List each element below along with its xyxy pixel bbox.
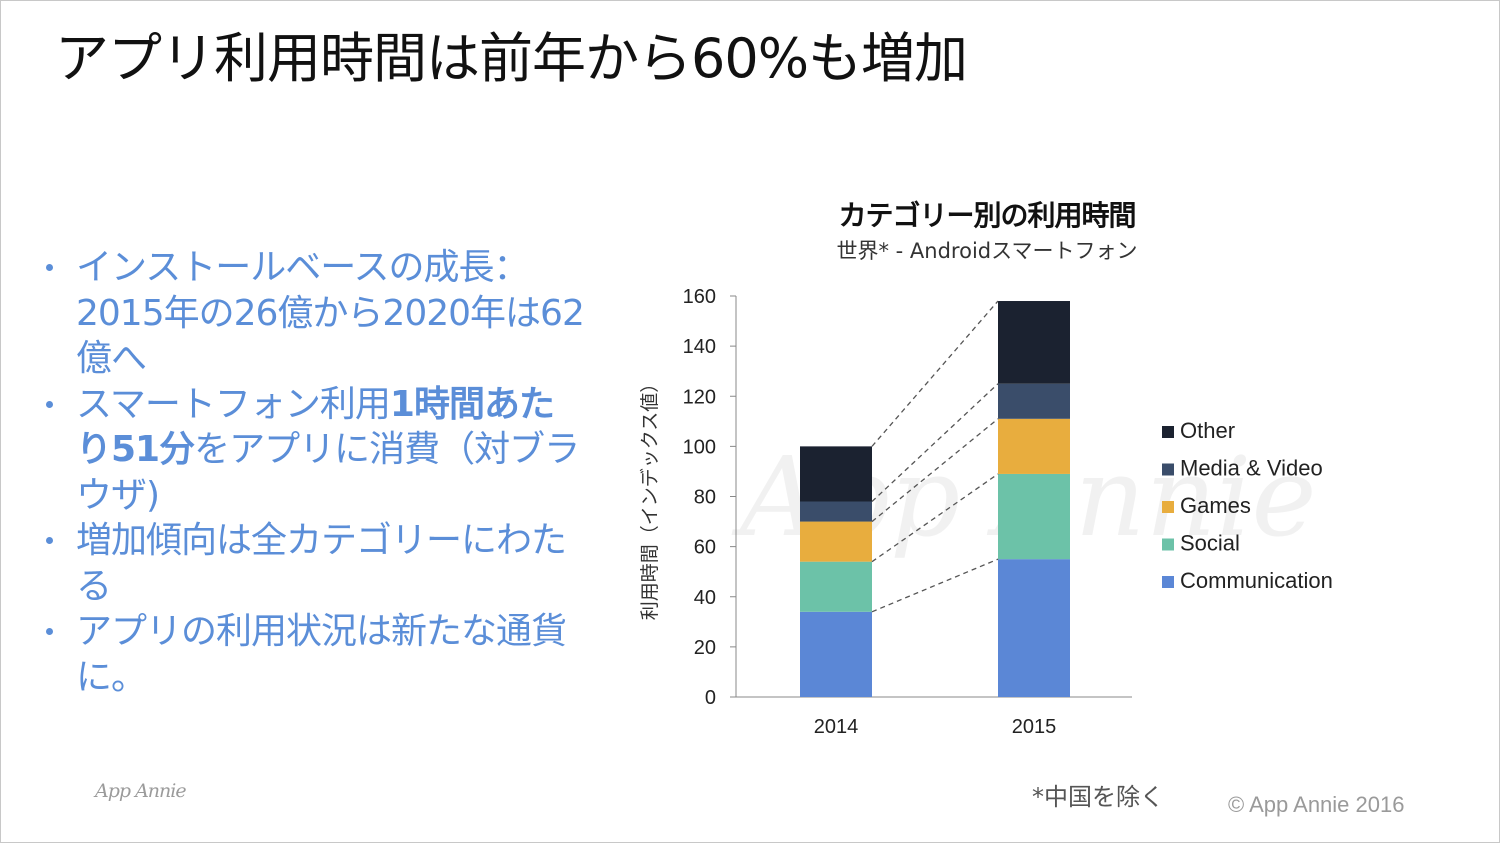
bar-segment <box>800 501 872 522</box>
bar-segment <box>800 521 872 562</box>
bar-segment <box>998 418 1070 474</box>
y-tick-label: 120 <box>683 386 716 408</box>
plot-area: 0 20 40 60 80 100 120 140 160 2014 2015 Other Media … <box>683 286 1333 738</box>
stacked-bar-chart: App Annie カテゴリー別の利用時間 世界* - Androidスマートフ… <box>639 199 1333 738</box>
legend-label: Communication <box>1180 568 1333 593</box>
bullet-text-bold: 1時間あたり51分 <box>76 383 555 471</box>
legend-swatch <box>1162 426 1174 438</box>
bar-segment <box>800 611 872 697</box>
bar-segment <box>800 561 872 612</box>
bar-segment <box>998 559 1070 697</box>
bullet-text: アプリの利用状況は新たな通貨に。 <box>76 611 567 698</box>
bullet-item: 増加傾向は全カテゴリーにわたる <box>46 518 586 609</box>
slide-title: アプリ利用時間は前年から60%も増加 <box>55 27 968 90</box>
bullet-text: 増加傾向は全カテゴリーにわたる <box>76 520 567 607</box>
bullet-dot <box>46 264 53 271</box>
bullet-item: アプリの利用状況は新たな通貨に。 <box>46 609 586 700</box>
copyright: © App Annie 2016 <box>1228 792 1405 817</box>
bullet-dot <box>46 400 53 408</box>
connector-line <box>871 300 999 447</box>
legend-swatch <box>1162 538 1174 551</box>
bullet-text-post: をアプリに消費（対ブラウザ) <box>76 429 580 516</box>
bullet-text-pre: スマートフォン利用 <box>76 383 391 425</box>
y-tick-label: 60 <box>694 537 716 559</box>
connector-line <box>871 418 999 523</box>
bullet-item: インストールベースの成長：2015年の26億から2020年は62億へ <box>46 245 586 382</box>
y-tick-label: 0 <box>705 687 716 709</box>
y-tick-label: 80 <box>694 487 716 509</box>
y-tick-label: 140 <box>683 336 716 358</box>
y-tick-label: 100 <box>683 436 716 458</box>
bullet-list: インストールベースの成長：2015年の26億から2020年は62億へ スマートフ… <box>46 245 586 700</box>
bullet-dot <box>46 537 53 544</box>
legend-swatch <box>1162 576 1174 588</box>
bullet-dot <box>46 628 53 635</box>
y-tick-label: 20 <box>694 637 716 659</box>
connector-line <box>871 558 999 613</box>
bullet-item: スマートフォン利用1時間あたり51分をアプリに消費（対ブラウザ) <box>46 382 586 519</box>
legend-label: Other <box>1180 418 1235 443</box>
connector-line <box>871 383 999 502</box>
connector-line <box>871 473 999 563</box>
app-annie-logo: App Annie <box>95 780 187 802</box>
bullet-text: インストールベースの成長：2015年の26億から2020年は62億へ <box>76 247 585 379</box>
legend-label: Games <box>1180 493 1251 518</box>
bar-segment <box>998 473 1070 560</box>
legend-swatch <box>1162 463 1174 476</box>
chart-title: カテゴリー別の利用時間 <box>838 199 1135 232</box>
chart-subtitle: 世界* - Androidスマートフォン <box>837 239 1138 263</box>
footnote: *中国を除く <box>1032 783 1164 811</box>
y-axis-label: 利用時間（インデックス値） <box>639 374 661 620</box>
y-tick-label: 40 <box>694 587 716 609</box>
y-tick-label: 160 <box>683 286 716 308</box>
bar-segment <box>800 446 872 502</box>
x-tick-label: 2014 <box>814 716 859 738</box>
legend-label: Media & Video <box>1180 456 1323 481</box>
legend-swatch <box>1162 501 1174 513</box>
legend-label: Social <box>1180 531 1240 556</box>
bar-segment <box>998 301 1070 384</box>
bar-segment <box>998 383 1070 419</box>
x-tick-label: 2015 <box>1012 716 1057 738</box>
